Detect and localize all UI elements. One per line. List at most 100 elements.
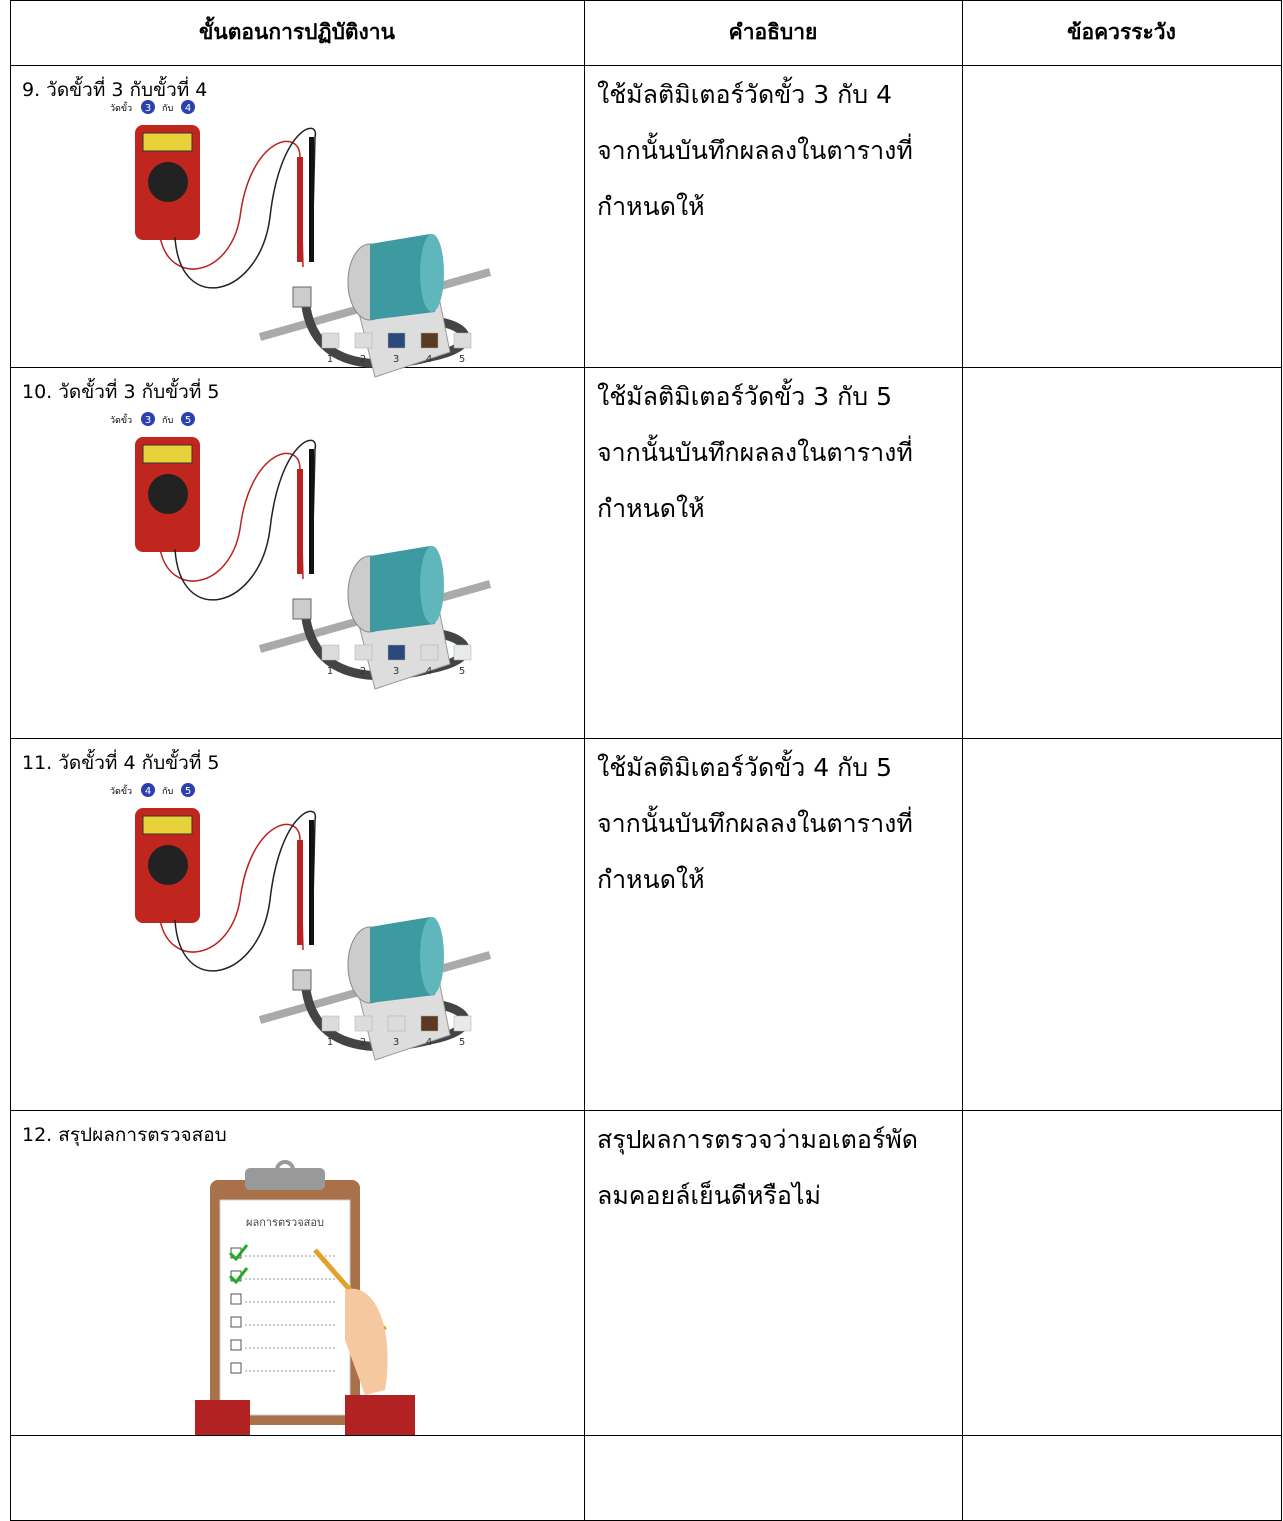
motor-body: [370, 917, 435, 1003]
probe-a: 3: [145, 103, 151, 114]
header-cell: คำอธิบาย: [728, 20, 818, 44]
multimeter-dial: [148, 474, 188, 514]
clipboard-ring: [275, 1160, 295, 1180]
terminal-swatch: [387, 644, 406, 661]
terminal-label: 3: [393, 666, 399, 677]
description-line: จากนั้นบันทึกผลลงในตารางที่: [597, 136, 913, 165]
connector: [292, 969, 312, 991]
figure-conj: กับ: [162, 416, 173, 426]
sleeve: [195, 1400, 250, 1435]
figure-label: วัดขั้ว: [110, 784, 132, 797]
figure-label: วัดขั้ว: [110, 101, 132, 114]
table-cell: [962, 1110, 1282, 1436]
terminal-swatch: [453, 332, 472, 349]
wire-red: [159, 823, 304, 953]
probe-badge: [141, 783, 155, 797]
terminal-swatch: [453, 1015, 472, 1032]
terminal-swatch: [354, 1015, 373, 1032]
motor-cap: [420, 917, 444, 995]
step-text: 10. วัดขั้วที่ 3 กับขั้วที่ 5: [22, 381, 220, 403]
table-cell: [584, 738, 963, 1111]
probe: [297, 840, 303, 945]
motor-body: [370, 546, 435, 632]
multimeter-dial: [148, 162, 188, 202]
multimeter-dial: [148, 845, 188, 885]
probe-a: 3: [145, 415, 151, 426]
description-line: จากนั้นบันทึกผลลงในตารางที่: [597, 438, 913, 467]
motor-cap: [420, 546, 444, 624]
terminal-label: 2: [360, 1037, 366, 1048]
terminal-swatch: [321, 1015, 340, 1032]
multimeter-figure: วัดขั้ว 3 กับ 5 1 2 3 4 5: [110, 412, 492, 690]
terminal-swatch: [354, 332, 373, 349]
probe-badge: [181, 100, 195, 114]
motor-body: [370, 234, 435, 320]
terminal-swatch: [453, 644, 472, 661]
terminal-label: 4: [426, 1037, 432, 1048]
step-text: 9. วัดขั้วที่ 3 กับขั้วที่ 4: [22, 79, 208, 101]
multimeter-figure: วัดขั้ว 4 กับ 5 1 2 3 4 5: [110, 783, 492, 1061]
terminal-swatch: [387, 1015, 406, 1032]
probe-badge: [181, 412, 195, 426]
terminal-swatch: [321, 332, 340, 349]
hand: [345, 1288, 388, 1395]
description-line: กำหนดให้: [597, 494, 705, 523]
table-cell: [10, 1435, 585, 1521]
table-cell: [962, 738, 1282, 1111]
probe-b: 4: [185, 103, 191, 114]
checkmark: [228, 1267, 249, 1285]
terminal-swatch: [387, 332, 406, 349]
wire-black: [174, 439, 317, 601]
description-line: สรุปผลการตรวจว่ามอเตอร์พัด: [597, 1125, 918, 1154]
figure-conj: กับ: [162, 787, 173, 797]
description-line: ใช้มัลติมิเตอร์วัดขั้ว 4 กับ 5: [597, 753, 892, 782]
table-cell: [584, 367, 963, 739]
clipboard-title: ผลการตรวจสอบ: [246, 1216, 324, 1229]
step-text: 11. วัดขั้วที่ 4 กับขั้วที่ 5: [22, 752, 220, 774]
probe: [297, 157, 303, 262]
probe-b: 5: [185, 415, 191, 426]
clipboard-paper: [219, 1199, 351, 1416]
probe-a: 4: [145, 786, 151, 797]
probe: [309, 137, 314, 262]
probe: [309, 449, 314, 574]
multimeter-figure: วัดขั้ว 3 กับ 4 1 2 3 4 5: [110, 100, 492, 378]
table-cell: [962, 1435, 1282, 1521]
wire-red: [159, 452, 304, 582]
terminal-swatch: [420, 1015, 439, 1032]
terminal-label: 2: [360, 666, 366, 677]
table-cell: [962, 367, 1282, 739]
checkbox: [230, 1362, 242, 1374]
terminal-label: 3: [393, 1037, 399, 1048]
multimeter-display: [142, 132, 193, 152]
checkbox: [230, 1293, 242, 1305]
probe-badge: [141, 100, 155, 114]
table-cell: [584, 1435, 963, 1521]
clipboard-figure: ผลการตรวจสอบ: [195, 1160, 415, 1435]
terminal-label: 2: [360, 354, 366, 365]
description-line: จากนั้นบันทึกผลลงในตารางที่: [597, 809, 913, 838]
terminal-label: 3: [393, 354, 399, 365]
wire-red: [159, 140, 304, 270]
probe-b: 5: [185, 786, 191, 797]
terminal-label: 4: [426, 666, 432, 677]
terminal-swatch: [420, 332, 439, 349]
checkmark: [228, 1244, 249, 1262]
terminal-swatch: [420, 644, 439, 661]
motor-cap: [420, 234, 444, 312]
terminal-label: 4: [426, 354, 432, 365]
description-line: ลมคอยล์เย็นดีหรือไม่: [597, 1181, 821, 1210]
description-line: ใช้มัลติมิเตอร์วัดขั้ว 3 กับ 4: [597, 80, 892, 109]
probe-badge: [181, 783, 195, 797]
sleeve: [345, 1395, 415, 1435]
figure-conj: กับ: [162, 104, 173, 114]
terminal-label: 5: [459, 1037, 465, 1048]
header-cell: ขั้นตอนการปฏิบัติงาน: [199, 20, 395, 44]
probe: [309, 820, 314, 945]
checkbox: [230, 1316, 242, 1328]
description-line: กำหนดให้: [597, 865, 705, 894]
terminal-label: 1: [327, 354, 333, 365]
multimeter-display: [142, 444, 193, 464]
probe-badge: [141, 412, 155, 426]
